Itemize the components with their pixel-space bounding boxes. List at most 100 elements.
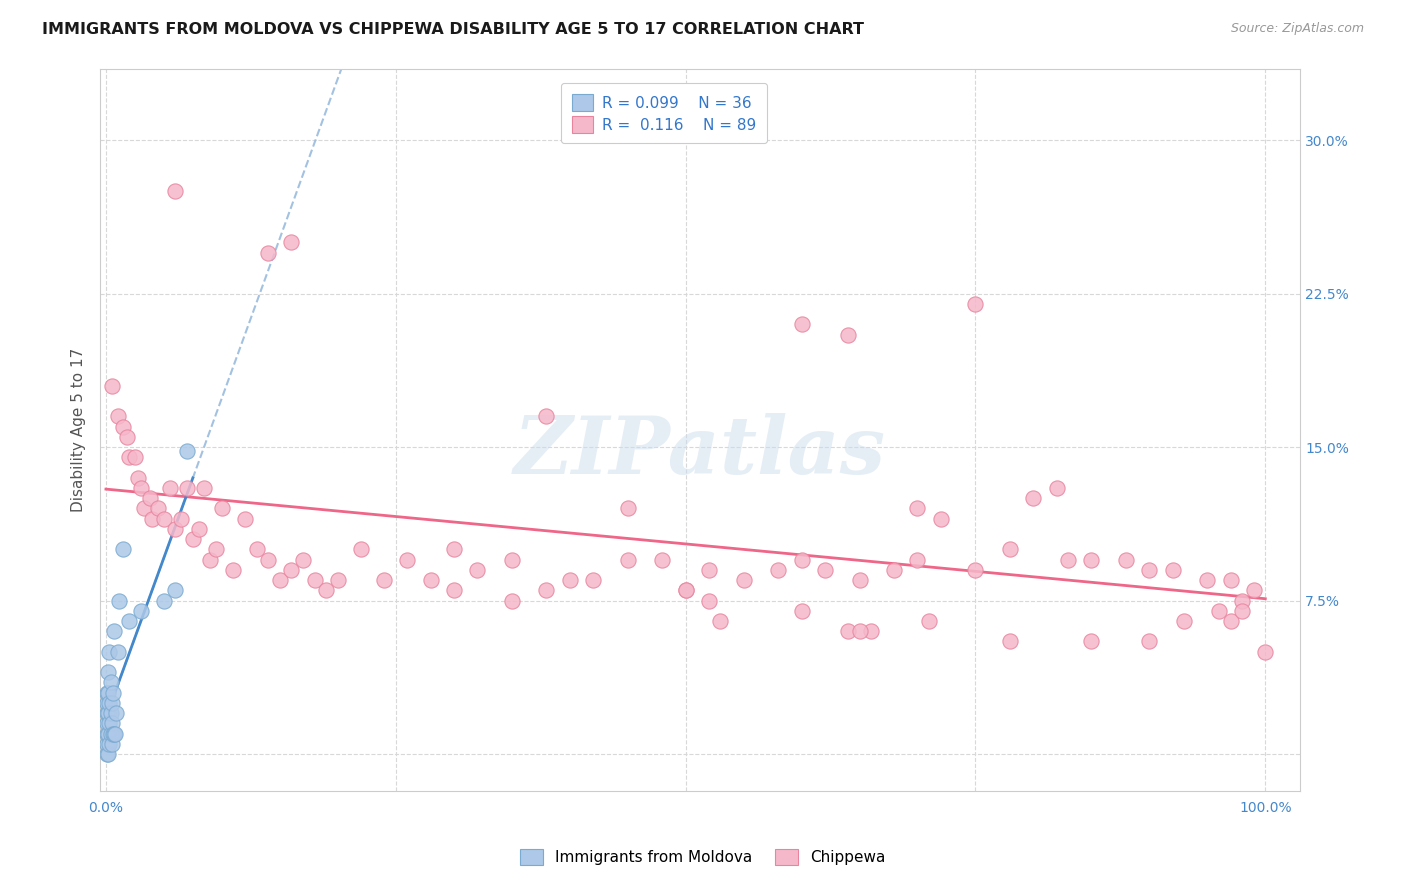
Point <box>96 726 118 740</box>
Point <box>675 583 697 598</box>
Point <box>1000 542 1022 557</box>
Point <box>1137 563 1160 577</box>
Point <box>419 573 441 587</box>
Point <box>848 573 870 587</box>
Point <box>837 624 859 639</box>
Point <box>257 245 280 260</box>
Point <box>536 409 558 424</box>
Point <box>139 491 162 506</box>
Point <box>153 593 176 607</box>
Point <box>100 726 122 740</box>
Point <box>536 583 558 598</box>
Text: Source: ZipAtlas.com: Source: ZipAtlas.com <box>1230 22 1364 36</box>
Point <box>97 747 120 761</box>
Point <box>373 573 395 587</box>
Point <box>105 706 128 720</box>
Point <box>1230 604 1253 618</box>
Point <box>233 511 256 525</box>
Point <box>101 685 124 699</box>
Point <box>98 696 121 710</box>
Point <box>1046 481 1069 495</box>
Point <box>205 542 228 557</box>
Point <box>768 563 790 577</box>
Point <box>159 481 181 495</box>
Point <box>187 522 209 536</box>
Point <box>883 563 905 577</box>
Point <box>100 716 122 731</box>
Point <box>1173 614 1195 628</box>
Point <box>134 501 156 516</box>
Point <box>918 614 941 628</box>
Point <box>246 542 269 557</box>
Point <box>616 552 638 566</box>
Point <box>350 542 373 557</box>
Point <box>129 604 152 618</box>
Text: IMMIGRANTS FROM MOLDOVA VS CHIPPEWA DISABILITY AGE 5 TO 17 CORRELATION CHART: IMMIGRANTS FROM MOLDOVA VS CHIPPEWA DISA… <box>42 22 865 37</box>
Point <box>1137 634 1160 648</box>
Point <box>965 563 987 577</box>
Point <box>176 444 198 458</box>
Point <box>129 481 152 495</box>
Point <box>1230 593 1253 607</box>
Point <box>103 726 125 740</box>
Point <box>107 645 129 659</box>
Point <box>1243 583 1265 598</box>
Point <box>315 583 337 598</box>
Point <box>181 532 204 546</box>
Point <box>709 614 731 628</box>
Point <box>651 552 673 566</box>
Point <box>790 604 813 618</box>
Point <box>965 297 987 311</box>
Point <box>222 563 245 577</box>
Point <box>103 624 125 639</box>
Point <box>1080 634 1102 648</box>
Point <box>326 573 349 587</box>
Point <box>675 583 697 598</box>
Point <box>97 665 120 680</box>
Point <box>582 573 605 587</box>
Point <box>97 706 120 720</box>
Point <box>443 542 465 557</box>
Point <box>848 624 870 639</box>
Point <box>107 593 129 607</box>
Point <box>814 563 837 577</box>
Legend: R = 0.099    N = 36, R =  0.116    N = 89: R = 0.099 N = 36, R = 0.116 N = 89 <box>561 83 768 144</box>
Point <box>124 450 146 465</box>
Point <box>907 501 929 516</box>
Point <box>98 737 121 751</box>
Text: ZIPatlas: ZIPatlas <box>515 413 886 490</box>
Point <box>153 511 176 525</box>
Point <box>1208 604 1230 618</box>
Y-axis label: Disability Age 5 to 17: Disability Age 5 to 17 <box>72 348 86 512</box>
Point <box>98 716 121 731</box>
Point <box>1219 573 1241 587</box>
Point <box>837 327 859 342</box>
Point <box>1000 634 1022 648</box>
Point <box>558 573 581 587</box>
Point <box>929 511 952 525</box>
Point <box>396 552 419 566</box>
Point <box>107 409 129 424</box>
Point <box>96 716 118 731</box>
Point <box>907 552 929 566</box>
Point <box>101 726 124 740</box>
Point <box>127 471 149 485</box>
Point <box>176 481 198 495</box>
Point <box>96 696 118 710</box>
Point <box>790 552 813 566</box>
Point <box>443 583 465 598</box>
Point <box>1080 552 1102 566</box>
Point <box>112 542 135 557</box>
Point <box>211 501 233 516</box>
Point <box>165 522 187 536</box>
Point <box>193 481 215 495</box>
Point <box>269 573 291 587</box>
Point <box>96 747 118 761</box>
Point <box>104 726 127 740</box>
Point <box>292 552 315 566</box>
Point <box>100 696 122 710</box>
Point <box>100 675 122 690</box>
Point <box>616 501 638 516</box>
Point <box>100 706 122 720</box>
Point <box>280 563 302 577</box>
